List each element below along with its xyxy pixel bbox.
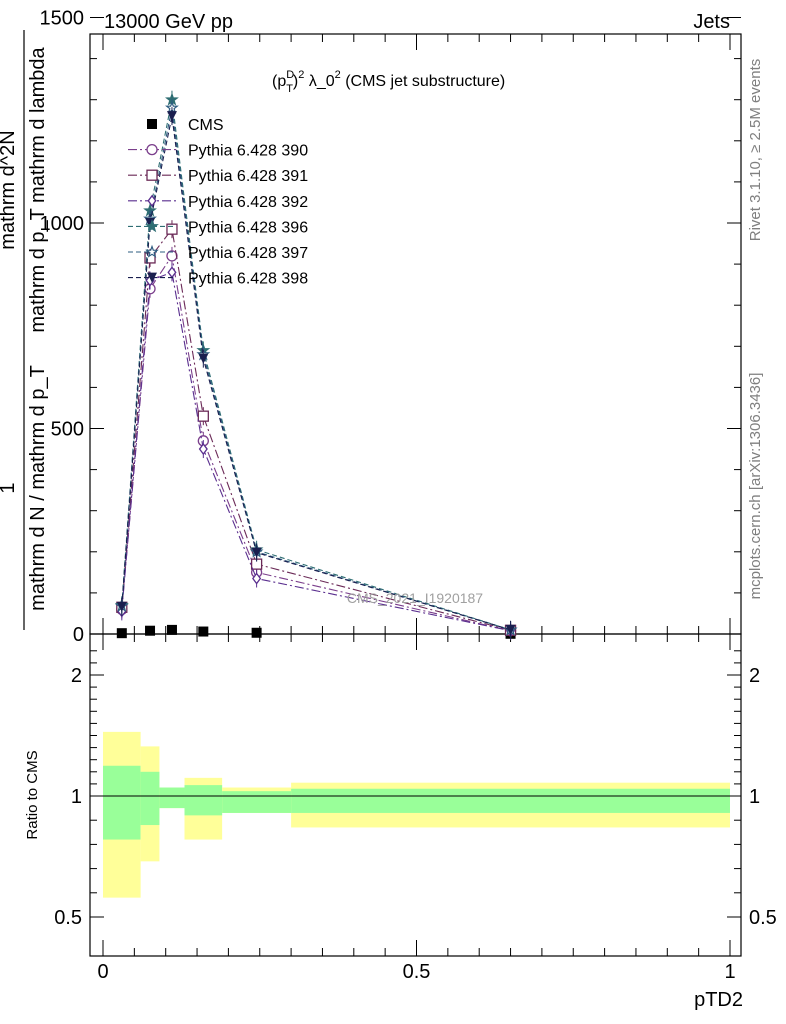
- data-point: [166, 111, 177, 122]
- ratio-tick-label-right: 2: [749, 665, 760, 687]
- data-point: [198, 442, 208, 456]
- y-tick-label: 0: [73, 624, 84, 646]
- data-point: [166, 223, 178, 235]
- legend-label: Pythia 6.428 391: [188, 168, 308, 185]
- data-point: [145, 625, 156, 636]
- y-label-rhs-denominator: mathrm d p_T mathrm d lambda: [27, 46, 49, 332]
- y-label-numerator: 1: [0, 482, 19, 493]
- ratio-tick-label-right: 0.5: [749, 907, 777, 929]
- data-point: [147, 119, 157, 129]
- data-point: [146, 169, 158, 181]
- data-point: [505, 624, 516, 635]
- series-2: [116, 220, 517, 640]
- rivet-label: Rivet 3.1.10, ≥ 2.5M events: [747, 59, 764, 242]
- data-point: [198, 626, 209, 637]
- chart-title: (pD T)2 λ_02 (CMS jet substructure): [272, 69, 505, 95]
- y-label-denominator: mathrm d N / mathrm d p_T: [27, 365, 49, 611]
- main-y-ticks: 05001000150020002500: [40, 8, 741, 646]
- series-layer: [114, 90, 518, 640]
- data-point: [251, 627, 262, 638]
- data-point: [147, 194, 157, 207]
- series-5: [114, 98, 518, 639]
- ratio-inner-band: [159, 787, 185, 809]
- x-tick-label: 0: [97, 961, 108, 983]
- y-tick-label: 500: [51, 419, 84, 441]
- legend: CMS Pythia 6.428 390 Pythia 6.428 391 Pythi…: [128, 117, 308, 288]
- series-line: [121, 107, 511, 631]
- data-point: [197, 410, 209, 422]
- legend-entry: CMS: [147, 117, 224, 134]
- x-axis-label: pTD2: [694, 989, 743, 1011]
- data-point: [166, 624, 177, 635]
- legend-label: Pythia 6.428 397: [188, 245, 308, 262]
- series-6: [116, 107, 516, 639]
- series-line: [121, 99, 511, 631]
- header-process: Jets: [693, 11, 730, 33]
- legend-label: Pythia 6.428 398: [188, 271, 308, 288]
- series-1: [116, 246, 517, 640]
- ratio-tick-label: 2: [71, 665, 82, 687]
- legend-entry: Pythia 6.428 390: [128, 143, 308, 160]
- data-point: [251, 547, 262, 558]
- series-4: [114, 90, 518, 639]
- x-tick-label: 1: [724, 961, 735, 983]
- legend-entry: Pythia 6.428 392: [128, 194, 308, 211]
- ratio-tick-label: 1: [71, 786, 82, 808]
- y-tick-label: 1000: [40, 213, 85, 235]
- x-tick-label: 0.5: [403, 961, 431, 983]
- y-label-rhs-numerator: mathrm d^2N: [0, 130, 19, 249]
- data-point: [145, 244, 159, 258]
- series-line: [121, 116, 511, 631]
- legend-label: Pythia 6.428 396: [188, 219, 308, 236]
- ratio-y-axis-label: Ratio to CMS: [24, 750, 41, 839]
- data-point: [198, 353, 209, 364]
- header-energy: 13000 GeV pp: [104, 11, 233, 33]
- y-tick-label: 1500: [40, 8, 85, 30]
- ratio-inner-band: [222, 791, 292, 813]
- data-point: [116, 628, 127, 639]
- series-0: [116, 624, 516, 639]
- data-point: [116, 601, 127, 612]
- data-point: [145, 219, 159, 233]
- series-line: [121, 271, 511, 632]
- legend-entry: Pythia 6.428 398: [128, 271, 308, 288]
- legend-entry: Pythia 6.428 397: [128, 244, 308, 262]
- series-line: [121, 254, 511, 632]
- analysis-watermark: CMS_2021_I1920187: [347, 590, 483, 606]
- legend-label: Pythia 6.428 392: [188, 194, 308, 211]
- mcplots-label: mcplots.cern.ch [arXiv:1306.3436]: [747, 373, 764, 600]
- data-point: [145, 218, 156, 228]
- series-line: [121, 227, 511, 631]
- series-3: [117, 263, 516, 640]
- ratio-inner-band: [103, 765, 141, 840]
- ratio-y-ticks: 0.5 0.5 1 1 2 2: [54, 650, 777, 929]
- ratio-tick-label-right: 1: [749, 786, 760, 808]
- legend-entry: Pythia 6.428 396: [128, 219, 308, 236]
- ratio-plot-frame: [89, 633, 742, 957]
- data-point: [146, 143, 158, 156]
- data-point: [147, 272, 157, 283]
- legend-label: CMS: [188, 117, 224, 134]
- ratio-tick-label: 0.5: [54, 907, 82, 929]
- ratio-bands: [103, 731, 730, 898]
- ratio-inner-band: [140, 771, 160, 826]
- ratio-inner-band: [291, 788, 730, 813]
- data-point: [252, 572, 262, 585]
- x-ticks: 0 0.5 1: [97, 34, 736, 983]
- legend-entry: Pythia 6.428 391: [128, 168, 308, 185]
- ratio-inner-band: [184, 785, 223, 816]
- legend-label: Pythia 6.428 390: [188, 143, 308, 160]
- main-y-axis-label: 1 mathrm d N / mathrm d p_T mathrm d^2N …: [0, 30, 49, 630]
